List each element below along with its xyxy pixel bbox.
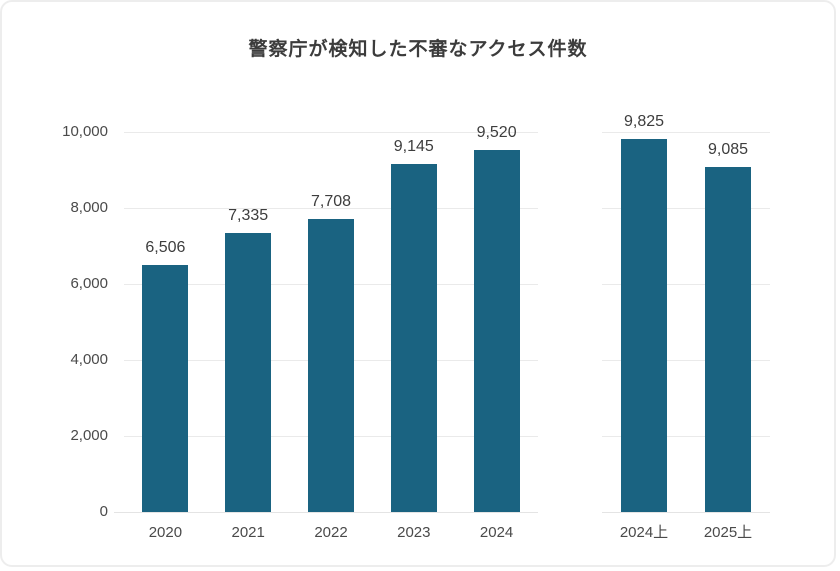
bar-value-label: 7,708 (310, 193, 352, 211)
bar-2024 (473, 150, 520, 512)
bar-2024上 (621, 138, 667, 512)
bar-value-label: 9,825 (623, 112, 665, 130)
x-axis-tick-label: 2022 (314, 524, 348, 541)
bar-value-label: 6,506 (145, 238, 186, 256)
bar-2025上 (705, 166, 751, 512)
bar-value-label: 9,085 (707, 140, 749, 158)
x-axis-tick-label: 2023 (397, 524, 431, 541)
x-axis-tick-label: 2021 (231, 524, 265, 541)
chart-title: 警察庁が検知した不審なアクセス件数 (248, 39, 588, 60)
bar-2021 (225, 233, 272, 512)
x-axis-tick-label: 2020 (148, 524, 183, 541)
y-axis-tick-label: 6,000 (70, 275, 108, 292)
x-axis-tick-label: 2024 (479, 524, 514, 541)
gridline (602, 208, 770, 209)
y-axis-tick-label: 0 (99, 503, 108, 520)
x-axis-baseline (602, 512, 770, 513)
bar-2020 (142, 264, 189, 512)
gridline (602, 284, 770, 285)
x-axis-tick-label: 2025上 (703, 524, 753, 541)
bar-value-label: 9,520 (476, 124, 517, 142)
x-axis-baseline (114, 512, 538, 513)
y-axis-tick-label: 4,000 (70, 351, 108, 368)
bar-2022 (308, 219, 354, 512)
gridline (124, 208, 538, 209)
y-axis-tick-label: 2,000 (70, 427, 108, 444)
gridline (124, 132, 538, 133)
x-axis-tick-label: 2024上 (619, 524, 669, 541)
bar-2023 (390, 164, 437, 512)
bar-value-label: 7,335 (228, 207, 269, 225)
bar-value-label: 9,145 (393, 138, 434, 156)
gridline (602, 132, 770, 133)
gridline (602, 436, 770, 437)
y-axis-tick-label: 10,000 (62, 123, 108, 140)
gridline (602, 360, 770, 361)
y-axis-tick-label: 8,000 (70, 199, 108, 216)
